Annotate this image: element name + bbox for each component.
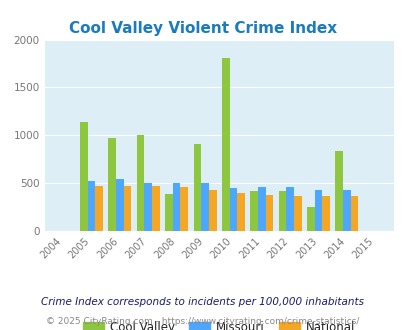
Bar xyxy=(222,58,229,231)
Bar xyxy=(95,185,103,231)
Bar xyxy=(87,181,95,231)
Text: Cool Valley Violent Crime Index: Cool Valley Violent Crime Index xyxy=(69,21,336,36)
Bar xyxy=(108,138,116,231)
Bar xyxy=(173,183,180,231)
Bar xyxy=(165,194,173,231)
Bar xyxy=(180,187,188,231)
Bar xyxy=(152,185,160,231)
Bar xyxy=(293,196,301,231)
Bar xyxy=(250,191,257,231)
Bar xyxy=(314,190,322,231)
Bar xyxy=(322,196,329,231)
Bar xyxy=(286,187,293,231)
Text: Crime Index corresponds to incidents per 100,000 inhabitants: Crime Index corresponds to incidents per… xyxy=(41,297,364,307)
Bar xyxy=(193,144,201,231)
Bar xyxy=(342,190,350,231)
Bar xyxy=(237,193,244,231)
Bar xyxy=(201,183,208,231)
Bar xyxy=(208,190,216,231)
Bar xyxy=(257,187,265,231)
Bar xyxy=(136,135,144,231)
Bar xyxy=(265,195,273,231)
Bar xyxy=(350,196,358,231)
Bar xyxy=(306,207,314,231)
Bar xyxy=(278,191,286,231)
Bar xyxy=(116,179,124,231)
Bar xyxy=(335,150,342,231)
Bar xyxy=(144,183,152,231)
Bar xyxy=(80,122,87,231)
Legend: Cool Valley, Missouri, National: Cool Valley, Missouri, National xyxy=(79,317,358,330)
Bar xyxy=(229,188,237,231)
Text: © 2025 CityRating.com - https://www.cityrating.com/crime-statistics/: © 2025 CityRating.com - https://www.city… xyxy=(46,317,359,326)
Bar xyxy=(124,185,131,231)
